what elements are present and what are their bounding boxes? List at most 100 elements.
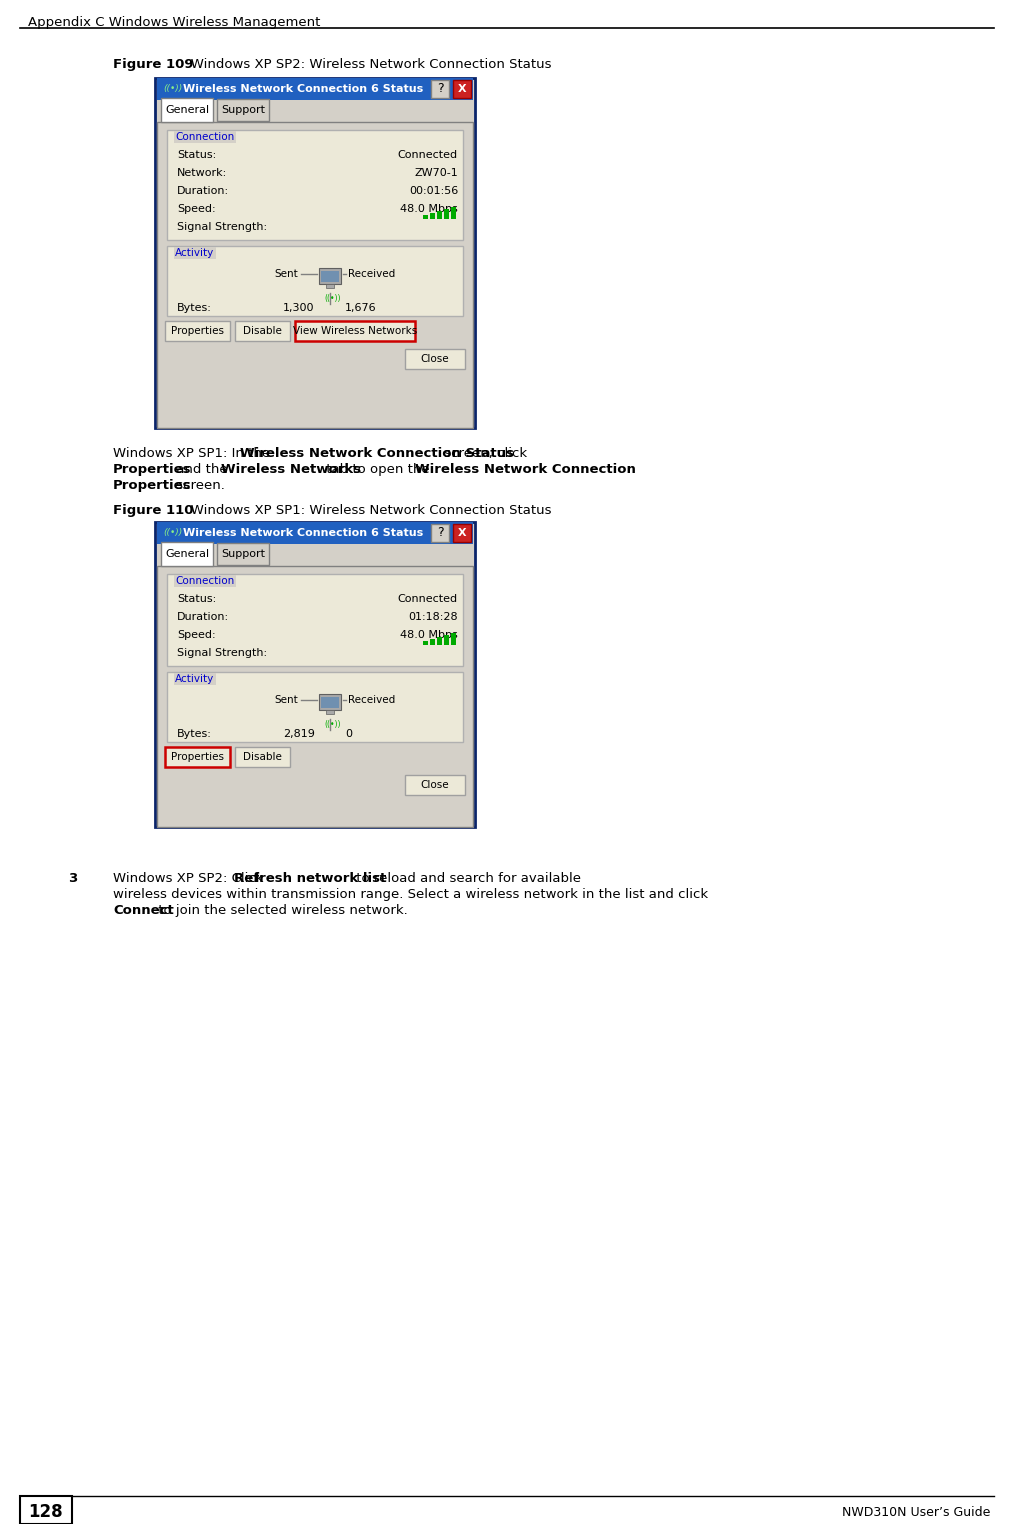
- Text: NWD310N User’s Guide: NWD310N User’s Guide: [842, 1506, 990, 1518]
- Text: Duration:: Duration:: [177, 613, 229, 622]
- Text: Signal Strength:: Signal Strength:: [177, 223, 267, 232]
- Text: Wireless Network Connection Status: Wireless Network Connection Status: [239, 447, 514, 460]
- Text: Speed:: Speed:: [177, 629, 216, 640]
- Text: Windows XP SP2: Click: Windows XP SP2: Click: [113, 872, 268, 885]
- FancyBboxPatch shape: [165, 322, 230, 341]
- Text: Wireless Network Connection: Wireless Network Connection: [416, 463, 636, 475]
- Text: Wireless Network Connection 6 Status: Wireless Network Connection 6 Status: [183, 527, 423, 538]
- Text: 2,819: 2,819: [283, 728, 314, 739]
- Text: Status:: Status:: [177, 594, 216, 604]
- Text: View Wireless Networks: View Wireless Networks: [293, 326, 417, 335]
- Text: 48.0 Mbps: 48.0 Mbps: [401, 629, 458, 640]
- FancyBboxPatch shape: [405, 349, 465, 369]
- Text: screen, click: screen, click: [440, 447, 527, 460]
- Bar: [437, 637, 442, 645]
- Text: ((•)): ((•)): [163, 84, 183, 93]
- Text: 0: 0: [345, 728, 352, 739]
- Text: wireless devices within transmission range. Select a wireless network in the lis: wireless devices within transmission ran…: [113, 888, 708, 901]
- Text: screen.: screen.: [172, 479, 225, 492]
- Text: ((•)): ((•)): [324, 294, 341, 303]
- Bar: [320, 271, 339, 282]
- Text: Connected: Connected: [397, 594, 458, 604]
- Text: Windows XP SP2: Wireless Network Connection Status: Windows XP SP2: Wireless Network Connect…: [178, 58, 552, 72]
- Text: ((•)): ((•)): [163, 529, 183, 538]
- FancyBboxPatch shape: [453, 79, 470, 98]
- Bar: [20, 1497, 72, 1524]
- Text: Activity: Activity: [175, 248, 214, 258]
- FancyBboxPatch shape: [157, 122, 473, 428]
- Text: Properties: Properties: [113, 463, 192, 475]
- Text: Windows XP SP1: In the: Windows XP SP1: In the: [113, 447, 275, 460]
- Text: to reload and search for available: to reload and search for available: [352, 872, 581, 885]
- Text: 01:18:28: 01:18:28: [409, 613, 458, 622]
- Text: X: X: [457, 527, 466, 538]
- Bar: [320, 696, 339, 709]
- FancyBboxPatch shape: [167, 130, 463, 239]
- FancyBboxPatch shape: [431, 79, 449, 98]
- Text: and the: and the: [172, 463, 232, 475]
- Text: Received: Received: [348, 270, 395, 279]
- Text: 1,676: 1,676: [345, 303, 376, 312]
- Text: 00:01:56: 00:01:56: [409, 186, 458, 197]
- Bar: [318, 693, 341, 710]
- Bar: [325, 710, 334, 715]
- Text: Received: Received: [348, 695, 395, 706]
- Text: Close: Close: [421, 780, 449, 789]
- Text: Activity: Activity: [175, 674, 214, 684]
- Bar: [318, 268, 341, 283]
- Text: Properties: Properties: [171, 326, 224, 335]
- Text: Properties: Properties: [113, 479, 192, 492]
- Text: Status:: Status:: [177, 149, 216, 160]
- Text: Sent: Sent: [275, 695, 298, 706]
- Text: Refresh network list: Refresh network list: [234, 872, 386, 885]
- Text: 48.0 Mbps: 48.0 Mbps: [401, 204, 458, 213]
- FancyBboxPatch shape: [165, 747, 230, 767]
- FancyBboxPatch shape: [167, 245, 463, 315]
- Bar: [423, 642, 428, 645]
- FancyBboxPatch shape: [235, 322, 290, 341]
- Bar: [451, 207, 456, 219]
- FancyBboxPatch shape: [453, 524, 470, 543]
- Text: Speed:: Speed:: [177, 204, 216, 213]
- FancyBboxPatch shape: [157, 523, 473, 544]
- FancyBboxPatch shape: [161, 98, 213, 122]
- FancyBboxPatch shape: [235, 747, 290, 767]
- Text: Duration:: Duration:: [177, 186, 229, 197]
- Bar: [444, 636, 449, 645]
- FancyBboxPatch shape: [217, 99, 269, 120]
- Bar: [430, 639, 435, 645]
- FancyBboxPatch shape: [161, 543, 213, 565]
- Text: tab to open the: tab to open the: [321, 463, 434, 475]
- Text: Connect: Connect: [113, 904, 173, 917]
- Text: Properties: Properties: [171, 751, 224, 762]
- Bar: [451, 632, 456, 645]
- Text: Bytes:: Bytes:: [177, 728, 212, 739]
- Text: Wireless Networks: Wireless Networks: [221, 463, 362, 475]
- FancyBboxPatch shape: [295, 322, 415, 341]
- FancyBboxPatch shape: [217, 543, 269, 565]
- Text: Sent: Sent: [275, 270, 298, 279]
- Text: General: General: [165, 105, 209, 114]
- Text: Network:: Network:: [177, 168, 227, 178]
- Text: Support: Support: [221, 549, 265, 559]
- Text: Connection: Connection: [175, 133, 234, 142]
- Text: Support: Support: [221, 105, 265, 114]
- FancyBboxPatch shape: [167, 575, 463, 666]
- Text: Connected: Connected: [397, 149, 458, 160]
- Text: ?: ?: [437, 82, 443, 96]
- Text: 128: 128: [28, 1503, 63, 1521]
- Text: ZW70-1: ZW70-1: [415, 168, 458, 178]
- Text: General: General: [165, 549, 209, 559]
- Text: Figure 110: Figure 110: [113, 504, 194, 517]
- FancyBboxPatch shape: [155, 523, 475, 828]
- Text: Disable: Disable: [243, 326, 282, 335]
- Bar: [437, 210, 442, 219]
- Text: ((•)): ((•)): [324, 719, 341, 728]
- Text: Signal Strength:: Signal Strength:: [177, 648, 267, 658]
- Text: Connection: Connection: [175, 576, 234, 587]
- Text: Bytes:: Bytes:: [177, 303, 212, 312]
- Text: Figure 109: Figure 109: [113, 58, 194, 72]
- FancyBboxPatch shape: [431, 524, 449, 543]
- FancyBboxPatch shape: [405, 776, 465, 796]
- FancyBboxPatch shape: [157, 78, 473, 101]
